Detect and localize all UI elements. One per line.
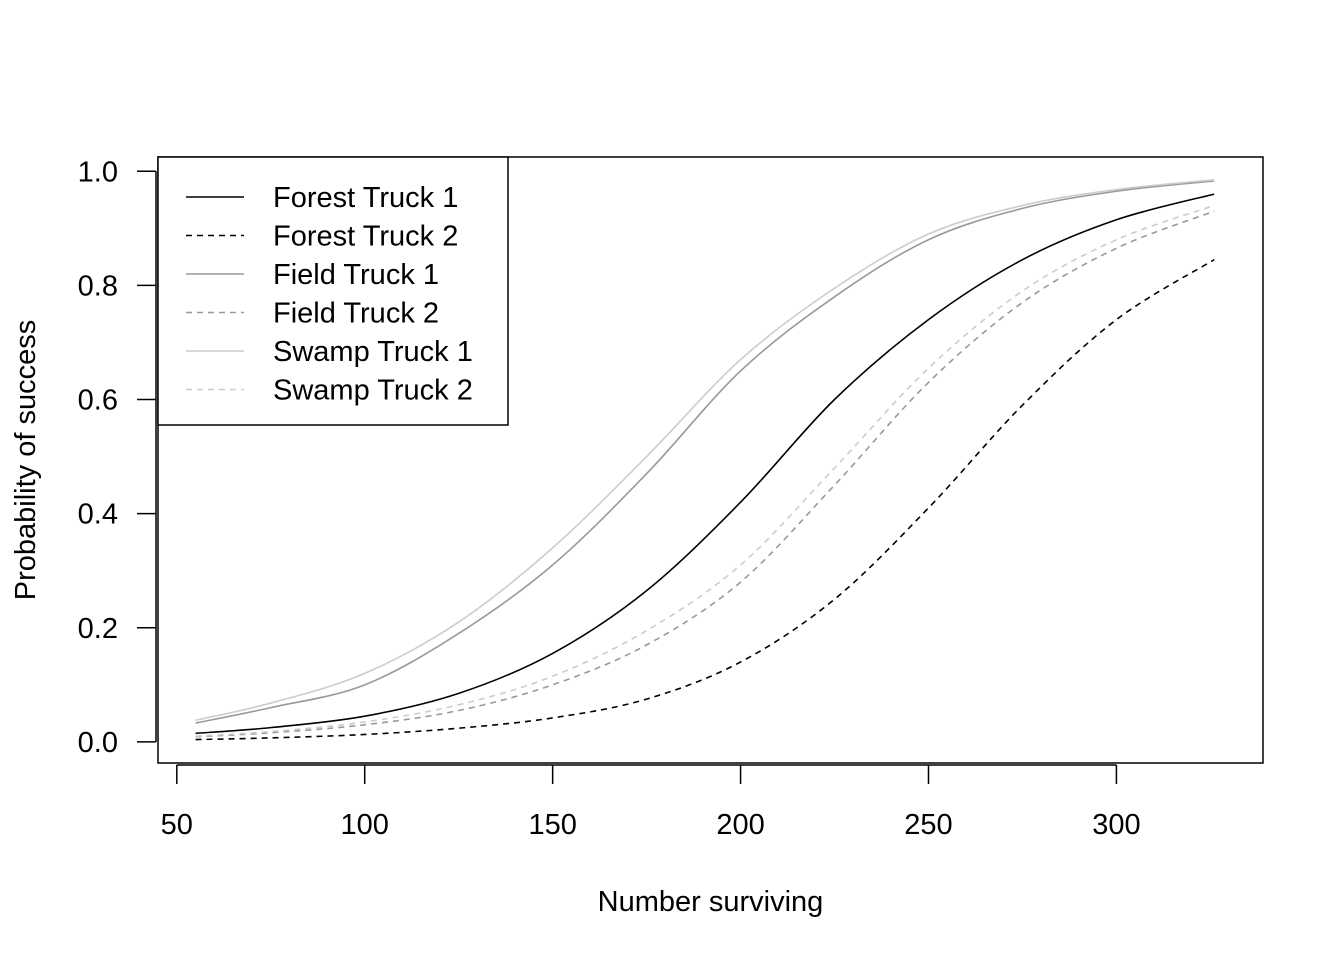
legend-label: Forest Truck 1 [273,182,458,214]
x-tick-label: 250 [904,809,952,841]
legend: Forest Truck 1 Forest Truck 2 Field Truck … [157,156,509,426]
y-tick-label: 0.6 [78,385,118,417]
series-line-6 [195,204,1215,737]
series-line-1 [195,193,1215,735]
x-tick-label: 150 [528,809,576,841]
series-line-3 [195,180,1215,724]
plot-frame [157,156,1264,764]
legend-label: Swamp Truck 2 [273,375,473,407]
y-tick-label: 0.0 [78,727,118,759]
y-axis: 0.0 0.2 0.4 0.6 0.8 1.0 [78,156,157,759]
y-tick-label: 0.2 [78,613,118,645]
legend-label: Field Truck 1 [273,259,439,291]
series-line-5 [195,179,1215,721]
x-axis-label: Number surviving [598,886,824,918]
legend-label: Swamp Truck 1 [273,336,473,368]
legend-label: Forest Truck 2 [273,221,458,253]
legend-box [157,156,509,426]
series-layer [195,179,1215,741]
series-line-2 [195,259,1215,741]
y-tick-label: 1.0 [78,156,118,188]
series-line-4 [195,210,1215,738]
x-tick-label: 300 [1092,809,1140,841]
x-axis: 50 100 150 200 250 300 [161,764,1141,841]
legend-label: Field Truck 2 [273,298,439,330]
y-tick-label: 0.8 [78,270,118,302]
x-tick-label: 100 [341,809,389,841]
y-tick-label: 0.4 [78,499,118,531]
x-tick-label: 50 [161,809,193,841]
x-tick-label: 200 [716,809,764,841]
y-axis-label: Probability of success [10,320,42,600]
